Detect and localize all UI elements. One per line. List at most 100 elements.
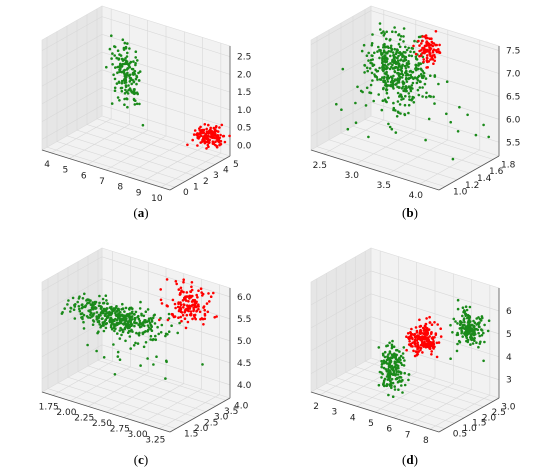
data-point <box>396 100 400 103</box>
data-point <box>408 95 411 98</box>
data-point <box>432 48 436 51</box>
data-point <box>385 384 389 388</box>
data-point <box>402 364 406 367</box>
data-point <box>437 51 441 54</box>
data-point <box>198 135 201 139</box>
data-point <box>423 340 426 344</box>
data-point <box>383 377 387 381</box>
data-point <box>87 316 90 319</box>
data-point <box>98 323 101 326</box>
data-point <box>113 77 117 81</box>
data-point <box>430 323 434 327</box>
data-point <box>395 78 399 82</box>
data-point <box>391 76 394 80</box>
data-point <box>392 101 395 105</box>
data-point <box>388 125 392 129</box>
data-point <box>419 62 422 65</box>
data-point <box>417 64 420 67</box>
data-point <box>97 304 101 308</box>
data-point <box>363 63 366 67</box>
data-point <box>414 342 417 345</box>
data-point <box>418 80 422 83</box>
data-point <box>149 334 153 338</box>
data-point <box>202 323 205 326</box>
data-point <box>365 66 369 70</box>
data-point <box>83 292 86 296</box>
data-point <box>382 50 386 54</box>
data-point <box>181 299 185 302</box>
data-point <box>102 356 106 359</box>
data-point <box>425 56 429 60</box>
data-point <box>395 367 398 371</box>
data-point <box>121 57 124 61</box>
data-point <box>424 322 428 326</box>
data-point <box>482 359 485 363</box>
data-point <box>435 341 439 345</box>
y-tick-label: 2.0 <box>482 413 497 423</box>
data-point <box>207 123 210 127</box>
data-point <box>483 340 486 344</box>
data-point <box>97 313 101 317</box>
z-tick-label: 5 <box>506 330 512 340</box>
data-point <box>137 334 141 337</box>
data-point <box>111 52 114 55</box>
data-point <box>410 327 413 331</box>
data-point <box>412 101 416 104</box>
data-point <box>142 345 146 349</box>
data-point <box>390 377 394 381</box>
data-point <box>197 307 200 311</box>
data-point <box>210 130 214 134</box>
data-point <box>414 63 418 67</box>
data-point <box>392 61 396 64</box>
data-point <box>476 322 480 325</box>
data-point <box>398 45 402 49</box>
data-point <box>419 330 422 333</box>
data-point <box>126 105 129 109</box>
data-point <box>164 334 167 338</box>
data-point <box>141 323 144 327</box>
data-point <box>405 348 408 352</box>
data-point <box>113 309 116 312</box>
data-point <box>407 65 410 69</box>
data-point <box>119 67 122 70</box>
data-point <box>477 331 480 335</box>
data-point <box>415 58 419 61</box>
data-point <box>431 343 434 347</box>
data-point <box>391 51 395 54</box>
data-point <box>148 321 152 325</box>
data-point <box>383 32 386 35</box>
data-point <box>390 127 394 131</box>
data-point <box>421 95 424 98</box>
data-point <box>110 102 114 105</box>
data-point <box>123 327 126 331</box>
data-point <box>382 69 385 73</box>
data-point <box>102 307 106 311</box>
data-point <box>114 313 118 317</box>
data-point <box>426 336 430 340</box>
data-point <box>216 137 219 140</box>
data-point <box>407 111 410 115</box>
data-point <box>391 63 394 67</box>
data-point <box>477 345 480 349</box>
data-point <box>398 103 402 106</box>
x-tick-label: 4 <box>350 413 356 423</box>
data-point <box>116 323 119 327</box>
x-axis-line <box>310 391 440 433</box>
data-point <box>396 91 400 95</box>
data-point <box>401 352 405 355</box>
side-pane <box>41 247 103 393</box>
data-point <box>120 308 123 311</box>
data-point <box>124 59 128 63</box>
data-point <box>123 103 126 106</box>
data-point <box>381 60 385 63</box>
data-point <box>382 76 386 80</box>
data-point <box>128 73 132 77</box>
y-tick-label: 3.0 <box>214 413 229 423</box>
data-point <box>91 301 95 304</box>
data-point <box>199 318 202 321</box>
data-point <box>193 314 196 318</box>
data-point <box>77 305 81 308</box>
data-point <box>389 46 393 50</box>
y-tick-label: 3.0 <box>501 402 516 412</box>
data-point <box>419 73 423 76</box>
